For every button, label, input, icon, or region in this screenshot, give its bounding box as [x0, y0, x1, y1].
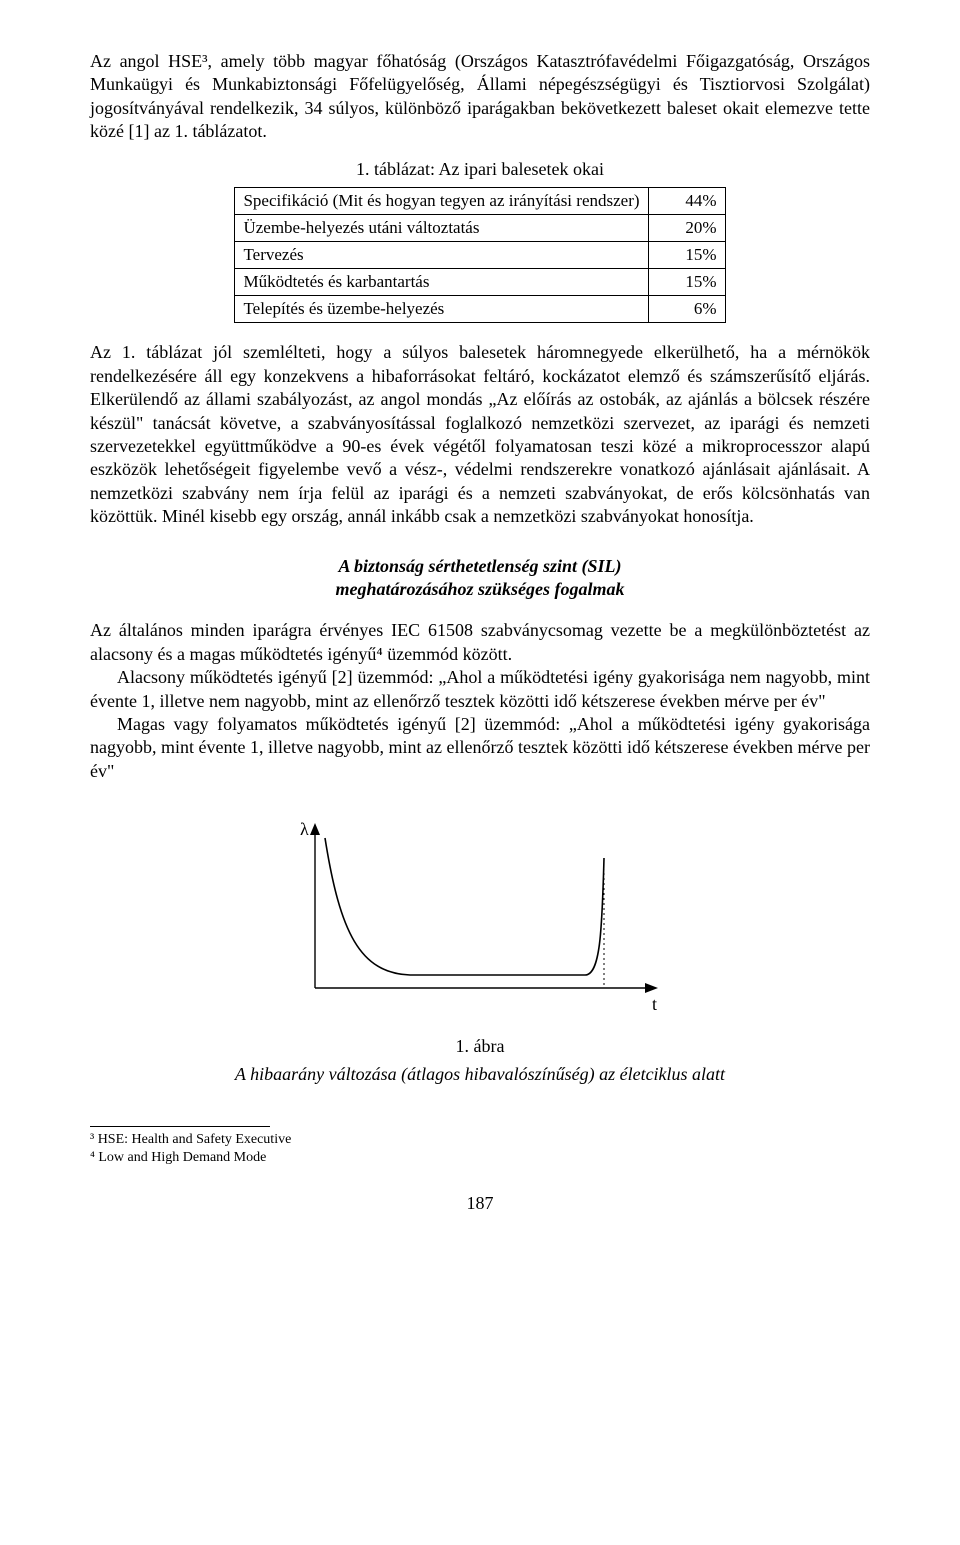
- table-cell-label: Tervezés: [235, 242, 648, 269]
- paragraph-3: Az általános minden iparágra érvényes IE…: [90, 619, 870, 666]
- table-row: Üzembe-helyezés utáni változtatás20%: [235, 215, 725, 242]
- svg-text:λ: λ: [300, 819, 309, 839]
- table-caption-text: 1. táblázat: Az ipari balesetek okai: [356, 159, 604, 179]
- figure-caption: A hibaarány változása (átlagos hibavalós…: [90, 1063, 870, 1086]
- page-number: 187: [90, 1192, 870, 1215]
- table-row: Működtetés és karbantartás15%: [235, 269, 725, 296]
- bathtub-svg: λt: [290, 813, 670, 1023]
- paragraph-4: Alacsony működtetés igényű [2] üzemmód: …: [90, 666, 870, 713]
- table-row: Specifikáció (Mit és hogyan tegyen az ir…: [235, 187, 725, 214]
- bathtub-chart: λt: [90, 813, 870, 1029]
- section-heading-line2: meghatározásához szükséges fogalmak: [335, 579, 624, 599]
- table-cell-value: 15%: [648, 242, 725, 269]
- table-cell-value: 20%: [648, 215, 725, 242]
- table-caption: 1. táblázat: Az ipari balesetek okai: [90, 158, 870, 181]
- table-row: Telepítés és üzembe-helyezés6%: [235, 296, 725, 323]
- footnote-separator: [90, 1126, 270, 1127]
- table-cell-value: 15%: [648, 269, 725, 296]
- footnote-4: ⁴ Low and High Demand Mode: [90, 1149, 870, 1167]
- table-cell-value: 6%: [648, 296, 725, 323]
- figure-number: 1. ábra: [90, 1035, 870, 1058]
- paragraph-5: Magas vagy folyamatos működtetés igényű …: [90, 713, 870, 783]
- svg-text:t: t: [652, 994, 657, 1014]
- table-cell-value: 44%: [648, 187, 725, 214]
- table-cell-label: Telepítés és üzembe-helyezés: [235, 296, 648, 323]
- table-cell-label: Specifikáció (Mit és hogyan tegyen az ir…: [235, 187, 648, 214]
- paragraph-1: Az angol HSE³, amely több magyar főhatós…: [90, 50, 870, 144]
- table-cell-label: Üzembe-helyezés utáni változtatás: [235, 215, 648, 242]
- section-heading-line1: A biztonság sérthetetlenség szint (SIL): [338, 556, 621, 576]
- causes-table: Specifikáció (Mit és hogyan tegyen az ir…: [234, 187, 725, 323]
- footnote-3: ³ HSE: Health and Safety Executive: [90, 1131, 870, 1149]
- table-row: Tervezés15%: [235, 242, 725, 269]
- table-cell-label: Működtetés és karbantartás: [235, 269, 648, 296]
- paragraph-2: Az 1. táblázat jól szemlélteti, hogy a s…: [90, 341, 870, 528]
- section-heading: A biztonság sérthetetlenség szint (SIL) …: [90, 555, 870, 602]
